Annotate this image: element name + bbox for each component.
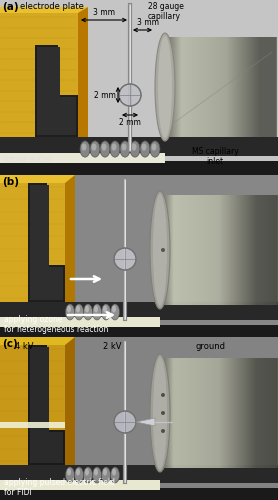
Text: 2 mm: 2 mm (94, 90, 116, 100)
Ellipse shape (152, 144, 157, 150)
Text: 2 mm: 2 mm (119, 118, 141, 127)
Ellipse shape (67, 468, 71, 475)
Ellipse shape (150, 354, 170, 472)
Polygon shape (0, 13, 78, 137)
Ellipse shape (130, 141, 140, 157)
Ellipse shape (111, 144, 116, 150)
Ellipse shape (140, 141, 150, 157)
Polygon shape (0, 0, 278, 175)
Polygon shape (30, 347, 63, 463)
Ellipse shape (93, 467, 101, 483)
Polygon shape (28, 183, 65, 302)
Ellipse shape (121, 144, 126, 150)
Ellipse shape (114, 411, 136, 433)
Polygon shape (35, 45, 78, 137)
Text: (b): (b) (2, 177, 19, 187)
Ellipse shape (83, 304, 93, 320)
Polygon shape (0, 337, 75, 345)
Ellipse shape (110, 304, 120, 320)
Text: applying pulsed electric field
for FIDI: applying pulsed electric field for FIDI (4, 478, 115, 498)
Polygon shape (0, 175, 278, 337)
Text: ground: ground (195, 342, 225, 351)
Circle shape (161, 393, 165, 397)
Ellipse shape (67, 306, 71, 312)
Ellipse shape (94, 468, 98, 475)
Circle shape (161, 429, 165, 433)
Polygon shape (0, 153, 165, 163)
Text: 4 kV: 4 kV (15, 342, 34, 351)
Ellipse shape (120, 141, 130, 157)
Polygon shape (28, 345, 65, 465)
Polygon shape (0, 480, 160, 490)
Ellipse shape (100, 141, 110, 157)
Ellipse shape (66, 467, 75, 483)
Text: 28 gauge
capillary: 28 gauge capillary (148, 2, 184, 21)
Polygon shape (0, 7, 88, 13)
Ellipse shape (110, 467, 120, 483)
Polygon shape (0, 161, 278, 175)
Text: (c): (c) (2, 339, 18, 349)
Text: 3 mm: 3 mm (137, 18, 159, 27)
Ellipse shape (142, 144, 147, 150)
Polygon shape (0, 488, 278, 500)
Ellipse shape (76, 468, 80, 475)
Ellipse shape (153, 194, 167, 306)
Ellipse shape (75, 304, 83, 320)
Polygon shape (136, 418, 155, 426)
Circle shape (161, 411, 165, 415)
Polygon shape (0, 183, 65, 302)
Ellipse shape (75, 467, 83, 483)
Ellipse shape (91, 144, 96, 150)
Ellipse shape (150, 141, 160, 157)
Ellipse shape (103, 468, 107, 475)
Polygon shape (0, 137, 278, 156)
Ellipse shape (83, 467, 93, 483)
Text: 3 mm: 3 mm (93, 8, 115, 17)
Text: ozone outlet: ozone outlet (4, 154, 52, 164)
Ellipse shape (119, 84, 141, 106)
Polygon shape (0, 317, 160, 327)
Ellipse shape (81, 144, 86, 150)
Circle shape (161, 248, 165, 252)
Polygon shape (0, 465, 278, 483)
Polygon shape (0, 337, 278, 500)
Ellipse shape (101, 304, 110, 320)
Text: (a): (a) (2, 2, 19, 12)
Ellipse shape (90, 141, 100, 157)
Polygon shape (0, 345, 65, 465)
Ellipse shape (153, 357, 167, 469)
Ellipse shape (112, 306, 116, 312)
Ellipse shape (101, 144, 106, 150)
Ellipse shape (80, 141, 90, 157)
Text: 2 kV: 2 kV (103, 342, 121, 351)
Ellipse shape (110, 141, 120, 157)
Ellipse shape (101, 467, 110, 483)
Polygon shape (37, 47, 76, 135)
Ellipse shape (112, 468, 116, 475)
Ellipse shape (114, 248, 136, 270)
Ellipse shape (66, 304, 75, 320)
Ellipse shape (150, 191, 170, 309)
Polygon shape (0, 7, 88, 137)
Polygon shape (0, 175, 75, 183)
Polygon shape (0, 175, 75, 302)
Polygon shape (30, 185, 63, 300)
Ellipse shape (94, 306, 98, 312)
Polygon shape (0, 422, 65, 428)
Ellipse shape (76, 306, 80, 312)
Text: applying ozone
for heterogeneous reaction: applying ozone for heterogeneous reactio… (4, 315, 108, 334)
Polygon shape (0, 337, 75, 465)
Text: electrode plate: electrode plate (20, 2, 84, 11)
Ellipse shape (103, 306, 107, 312)
Text: MS capillary
inlet: MS capillary inlet (192, 147, 238, 167)
Ellipse shape (85, 468, 89, 475)
Polygon shape (0, 325, 278, 337)
Ellipse shape (85, 306, 89, 312)
Ellipse shape (155, 33, 175, 141)
Ellipse shape (93, 304, 101, 320)
Ellipse shape (131, 144, 136, 150)
Ellipse shape (158, 36, 172, 138)
Polygon shape (0, 302, 278, 320)
